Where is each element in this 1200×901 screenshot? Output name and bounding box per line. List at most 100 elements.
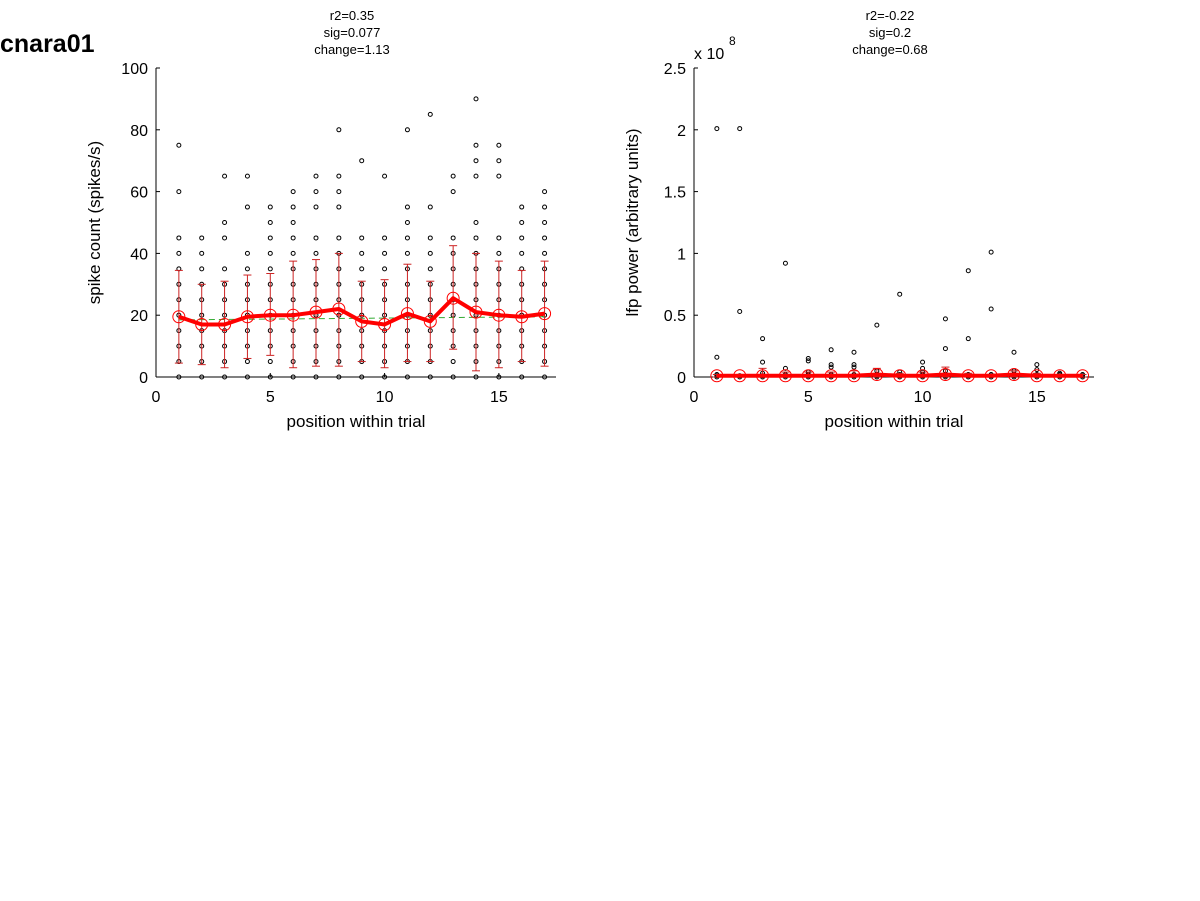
mean-marker [286,308,300,322]
mean-marker [423,314,437,328]
data-point [267,374,273,380]
data-point [519,374,525,380]
data-point [359,158,365,164]
mean-marker [492,308,506,322]
stat-line: change=1.13 [314,42,390,57]
mean-marker [538,307,552,321]
data-point [290,250,296,256]
mean-marker [801,369,815,383]
y-tick-label: 80 [130,123,148,140]
data-point [359,235,365,241]
data-point [359,266,365,272]
data-point [473,235,479,241]
data-point [267,250,273,256]
stat-line: sig=0.077 [324,25,381,40]
lfp-power-chart: r2=-0.22 sig=0.2 change=0.68 0 5 10 15 0 0.5 1 1.5… [623,8,1094,431]
data-point [920,365,926,371]
data-point [851,364,857,370]
data-point [988,249,994,255]
data-point [244,266,250,272]
y-tick-label: 60 [130,185,148,202]
data-point [290,204,296,210]
y-axis-label: lfp power (arbitrary units) [623,128,642,316]
data-point [828,347,834,353]
x-tick-label: 10 [376,389,394,406]
data-point [176,235,182,241]
data-point [359,374,365,380]
data-point [965,268,971,274]
data-point [404,127,410,133]
data-point [714,354,720,360]
data-point [244,374,250,380]
data-point [920,359,926,365]
data-point [519,235,525,241]
y-tick-label: 2 [677,123,686,140]
x-tick-label: 0 [152,389,161,406]
mean-marker [332,302,346,316]
data-point [222,235,228,241]
data-point [382,173,388,179]
mean-marker [1076,369,1090,383]
mean-marker [710,369,724,383]
data-point [382,235,388,241]
x-tick-label: 10 [914,389,932,406]
mean-marker [172,310,186,324]
data-point [290,220,296,225]
y-tick-label: 0 [139,370,148,387]
mean-marker [733,369,747,383]
y-tick-label: 1.5 [664,185,686,202]
data-point [427,374,433,380]
mean-marker [1030,369,1044,383]
data-point [382,250,388,256]
data-point [760,359,766,365]
data-point [404,374,410,380]
mean-marker [218,317,232,331]
data-point [519,220,525,225]
y-tick-label: 40 [130,246,148,263]
data-point [336,173,342,179]
data-point [313,250,319,256]
data-point [336,189,342,195]
exponent-label: x 10 [694,46,724,63]
spike-count-chart: r2=0.35 sig=0.077 change=1.13 0 5 10 15 0 20 40 60… [85,8,556,431]
data-point [965,336,971,342]
data-point [199,250,205,256]
data-point [782,365,788,371]
data-point [244,173,250,179]
data-point [199,266,205,272]
data-point [313,173,319,179]
data-point [313,235,319,241]
data-point [199,235,205,241]
data-point [874,322,880,328]
data-point [496,142,502,148]
stat-line: r2=-0.22 [866,8,915,23]
data-point [760,336,766,342]
mean-line [716,372,1083,378]
data-point [542,235,548,241]
mean-marker [938,368,952,382]
data-point [897,291,903,297]
data-point [737,308,743,314]
data-point [519,204,525,210]
data-point [290,189,296,195]
data-point [942,316,948,322]
mean-marker [778,369,792,383]
data-point [404,204,410,210]
data-point [714,126,720,132]
data-point [942,346,948,352]
stat-line: sig=0.2 [869,25,911,40]
figure-title: cnara01 [0,30,95,58]
mean-marker [195,317,209,331]
data-point [427,204,433,210]
data-point [267,204,273,210]
data-point [267,359,273,365]
y-tick-label: 1 [677,246,686,263]
data-point [450,374,456,380]
data-point [176,189,182,195]
data-point [382,266,388,272]
data-point [359,250,365,256]
data-point [496,374,502,380]
mean-marker [847,369,861,383]
exponent-power: 8 [729,34,736,48]
data-point [176,250,182,256]
